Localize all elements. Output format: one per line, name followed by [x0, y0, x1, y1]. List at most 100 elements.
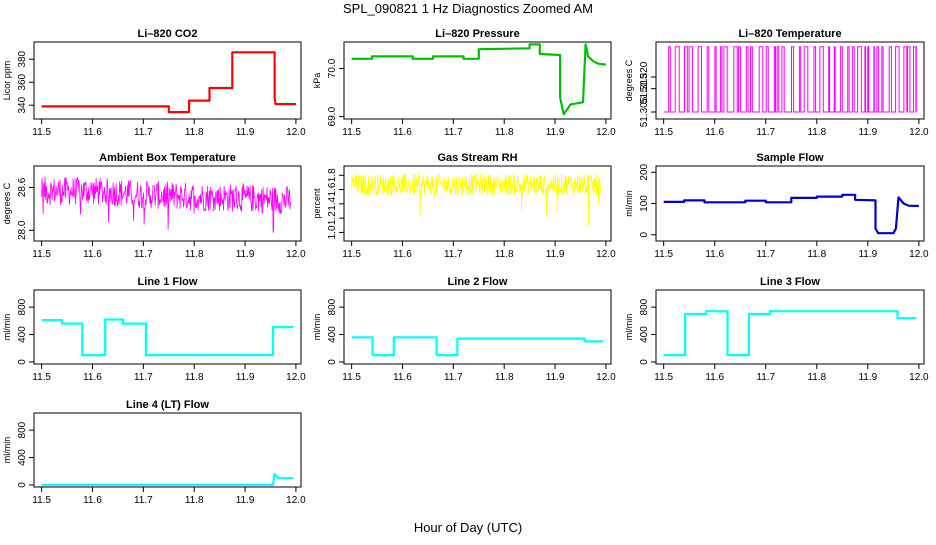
x-tick-label: 11.6: [83, 495, 102, 506]
panel-1: Li–820 CO2 Licor ppm 11.5 11.6 11.7 11.8 11.9 1…: [2, 28, 306, 138]
x-tick-label: 11.8: [807, 249, 826, 260]
y-tick-label: 51.315: [639, 73, 650, 104]
panel-4: Ambient Box Temperature degrees C 11.5 11.6…: [2, 152, 306, 260]
panel-5: Gas Stream RH percent 11.5 11.6 11.7 11.8 11.9…: [312, 152, 616, 260]
y-tick-label: 100: [639, 195, 650, 212]
y-tick-label: 1.0: [327, 225, 338, 239]
x-tick-label: 12.0: [596, 127, 616, 138]
x-tick-label: 11.9: [858, 372, 877, 383]
x-tick-label: 11.5: [32, 249, 51, 260]
panel-9: Line 3 Flow ml/min 11.5 11.6 11.7 11.8 11.9 12.…: [624, 276, 929, 383]
panel-2: Li–820 Pressure kPa 11.5 11.6 11.7 11.8 11.9 12…: [312, 28, 616, 138]
x-tick-label: 11.8: [495, 372, 514, 383]
y-tick-label: 1.2: [327, 211, 338, 225]
x-tick-label: 12.0: [286, 372, 306, 383]
y-tick-label: 28.0: [17, 220, 28, 240]
plot-area: [351, 336, 604, 357]
plot-area: [351, 173, 601, 227]
y-tick-label: 800: [17, 298, 28, 315]
x-tick-label: 12.0: [286, 495, 306, 506]
x-tick-label: 11.6: [83, 249, 102, 260]
y-tick-label: 800: [17, 421, 28, 438]
y-tick-label: 0: [17, 359, 28, 365]
x-tick-label: 11.6: [705, 372, 724, 383]
panel-6: Sample Flow ml/min 11.5 11.6 11.7 11.8 11.9 12.…: [624, 152, 929, 260]
y-tick-label: 1.6: [327, 182, 338, 196]
x-tick-label: 11.5: [342, 249, 361, 260]
y-tick-label: 380: [17, 50, 28, 67]
x-tick-label: 11.6: [393, 249, 412, 260]
series-line: [663, 46, 917, 113]
panel-8: Line 2 Flow ml/min 11.5 11.6 11.7 11.8 11.9 12.…: [312, 276, 616, 383]
x-tick-label: 11.6: [83, 127, 102, 138]
plot-area: [41, 472, 294, 486]
y-tick-label: 400: [17, 326, 28, 343]
y-tick-label: 0: [327, 359, 338, 365]
y-axis-label: ml/min: [624, 190, 634, 217]
y-axis-label: degrees C: [2, 182, 12, 224]
plot-area: [663, 193, 919, 235]
x-tick-label: 12.0: [909, 372, 929, 383]
plot-area: [41, 51, 296, 114]
plot-frame: [655, 165, 925, 242]
panel-7: Line 1 Flow ml/min 11.5 11.6 11.7 11.8 11.9 12.…: [2, 276, 306, 383]
x-tick-label: 11.5: [32, 127, 51, 138]
plot-frame: [343, 289, 612, 365]
series-line: [351, 336, 604, 357]
x-tick-label: 11.5: [32, 495, 51, 506]
x-tick-label: 11.9: [546, 372, 565, 383]
panel-title: Line 2 Flow: [448, 276, 508, 288]
x-tick-label: 11.6: [705, 127, 724, 138]
panel-title: Gas Stream RH: [437, 152, 517, 164]
series-line: [663, 310, 917, 357]
x-tick-label: 11.6: [393, 372, 412, 383]
x-tick-label: 11.5: [342, 127, 361, 138]
y-tick-label: 340: [17, 96, 28, 113]
plot-frame: [33, 165, 302, 242]
x-tick-label: 11.9: [236, 495, 255, 506]
plot-frame: [655, 41, 925, 120]
y-tick-label: 0: [639, 232, 650, 238]
x-tick-label: 11.6: [705, 249, 724, 260]
series-line: [41, 176, 291, 233]
y-tick-label: 1.4: [327, 196, 338, 210]
main-title: SPL_090821 1 Hz Diagnostics Zoomed AM: [343, 1, 593, 16]
plot-area: [663, 310, 917, 357]
y-tick-label: 70.0: [327, 58, 338, 78]
plot-area: [41, 176, 291, 233]
x-tick-label: 11.8: [185, 127, 204, 138]
x-tick-label: 11.7: [444, 127, 463, 138]
y-tick-label: 400: [327, 326, 338, 343]
x-tick-label: 11.9: [236, 249, 255, 260]
y-tick-label: 200: [639, 163, 650, 180]
y-axis-label: ml/min: [2, 314, 12, 341]
x-tick-label: 11.9: [546, 249, 565, 260]
y-axis-label: ml/min: [312, 314, 322, 341]
x-tick-label: 11.8: [495, 127, 514, 138]
series-line: [41, 51, 296, 114]
panel-title: Line 1 Flow: [138, 276, 198, 288]
x-tick-label: 11.6: [393, 127, 412, 138]
y-tick-label: 800: [639, 298, 650, 315]
y-tick-label: 400: [17, 449, 28, 466]
x-tick-label: 11.8: [495, 249, 514, 260]
plot-frame: [655, 289, 925, 365]
plot-frame: [33, 289, 302, 365]
x-tick-label: 11.6: [83, 372, 102, 383]
x-tick-label: 11.9: [546, 127, 565, 138]
x-tick-label: 11.8: [185, 372, 204, 383]
series-line: [351, 173, 601, 227]
x-tick-label: 11.8: [185, 495, 204, 506]
x-tick-label: 12.0: [909, 127, 929, 138]
y-axis-label: ml/min: [2, 437, 12, 464]
x-tick-label: 12.0: [909, 249, 929, 260]
plot-area: [41, 318, 294, 357]
panel-title: Li–820 Pressure: [435, 28, 519, 40]
x-tick-label: 11.9: [858, 249, 877, 260]
x-tick-label: 11.9: [858, 127, 877, 138]
y-tick-label: 51.305: [639, 96, 650, 127]
y-tick-label: 0: [639, 359, 650, 365]
y-axis-label: ml/min: [624, 314, 634, 341]
x-tick-label: 11.5: [654, 249, 673, 260]
